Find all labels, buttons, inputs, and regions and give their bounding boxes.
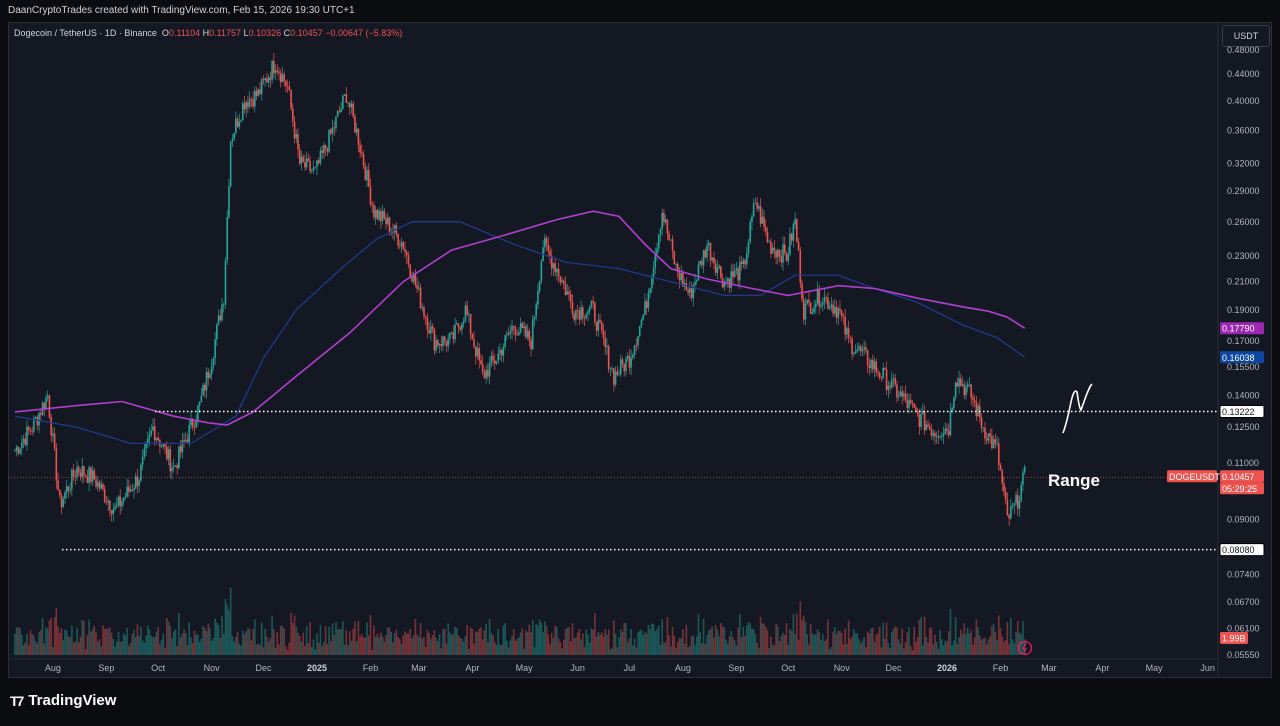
symbol-legend: Dogecoin / TetherUS · 1D · Binance O0.11…: [14, 28, 402, 38]
low-label: L: [243, 28, 249, 38]
change-value: −0.00647 (−5.83%): [325, 28, 403, 38]
chart-panel[interactable]: [8, 22, 1272, 678]
close-value: 0.10457: [290, 28, 323, 38]
brand-name: TradingView: [28, 692, 117, 709]
high-value: 0.11757: [209, 28, 242, 38]
attribution-text: DaanCryptoTrades created with TradingVie…: [8, 5, 355, 16]
footer: [0, 680, 1280, 726]
currency-button[interactable]: USDT: [1222, 25, 1270, 47]
symbol-name[interactable]: Dogecoin / TetherUS · 1D · Binance: [14, 28, 157, 38]
tradingview-logo[interactable]: T7 TradingView: [10, 692, 116, 709]
close-label: C: [283, 28, 291, 38]
high-label: H: [202, 28, 210, 38]
low-value: 0.10326: [248, 28, 282, 38]
open-label: O: [161, 28, 169, 38]
tradingview-logo-icon: T7: [10, 692, 24, 709]
attribution-bar: DaanCryptoTrades created with TradingVie…: [0, 0, 1280, 22]
open-value: 0.11104: [168, 28, 201, 38]
